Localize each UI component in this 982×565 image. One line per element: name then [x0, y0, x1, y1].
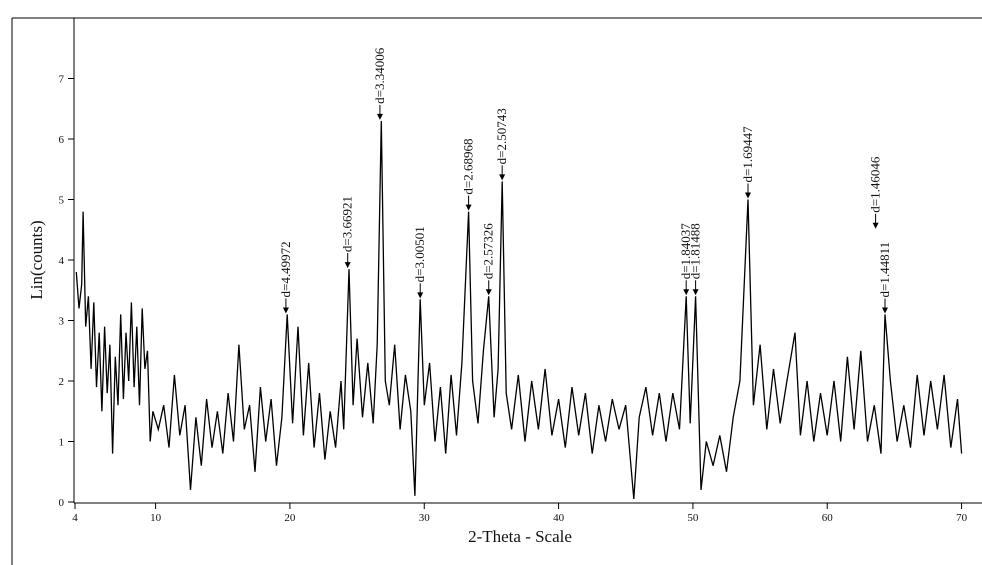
- y-tick-label: 3: [59, 316, 65, 328]
- x-tick-label: 40: [553, 512, 565, 524]
- annotation-arrowhead: [465, 204, 472, 211]
- x-tick-label: 30: [419, 512, 431, 524]
- y-tick-label: 5: [59, 195, 65, 207]
- y-tick-label: 4: [59, 255, 65, 267]
- annotation-arrowhead: [376, 113, 383, 120]
- annotation-arrowhead: [692, 289, 699, 296]
- annotation: d=1.81488: [688, 223, 703, 279]
- x-tick-label: 4: [72, 512, 78, 524]
- x-tick-label: 70: [956, 512, 968, 524]
- annotation: d=2.57326: [481, 223, 496, 280]
- annotation-arrowhead: [872, 222, 879, 229]
- x-axis-label: 2-Theta - Scale: [468, 527, 572, 546]
- annotation: d=4.49972: [278, 241, 293, 297]
- annotation: d=3.66921: [340, 196, 355, 252]
- annotation: d=1.69447: [740, 126, 755, 183]
- annotation-arrowhead: [344, 262, 351, 269]
- x-tick-label: 60: [822, 512, 834, 524]
- annotation: d=3.00501: [412, 226, 427, 282]
- annotation-arrowhead: [485, 289, 492, 296]
- annotation-arrowhead: [744, 192, 751, 199]
- annotation-arrowhead: [417, 292, 424, 299]
- y-tick-label: 2: [59, 376, 65, 388]
- annotation: d=1.84037: [678, 223, 693, 280]
- y-tick-label: 6: [59, 134, 65, 146]
- annotation-arrowhead: [683, 289, 690, 296]
- annotation-arrowhead: [499, 174, 506, 181]
- y-axis-label: Lin(counts): [27, 220, 46, 299]
- y-tick-label: 1: [59, 437, 65, 449]
- annotation-arrowhead: [282, 307, 289, 314]
- x-tick-label: 10: [150, 512, 162, 524]
- annotation: d=2.68968: [461, 139, 476, 195]
- x-tick-label: 20: [284, 512, 296, 524]
- x-tick-label: 50: [687, 512, 699, 524]
- annotation: d=1.44811: [877, 242, 892, 298]
- annotation: d=3.34006: [372, 47, 387, 104]
- line: [75, 120, 963, 500]
- y-tick-label: 0: [59, 497, 65, 509]
- annotation: d=1.46046: [868, 156, 883, 213]
- annotation-arrowhead: [882, 307, 888, 314]
- y-tick-label: 7: [59, 74, 65, 86]
- annotation: d=2.50743: [494, 108, 509, 164]
